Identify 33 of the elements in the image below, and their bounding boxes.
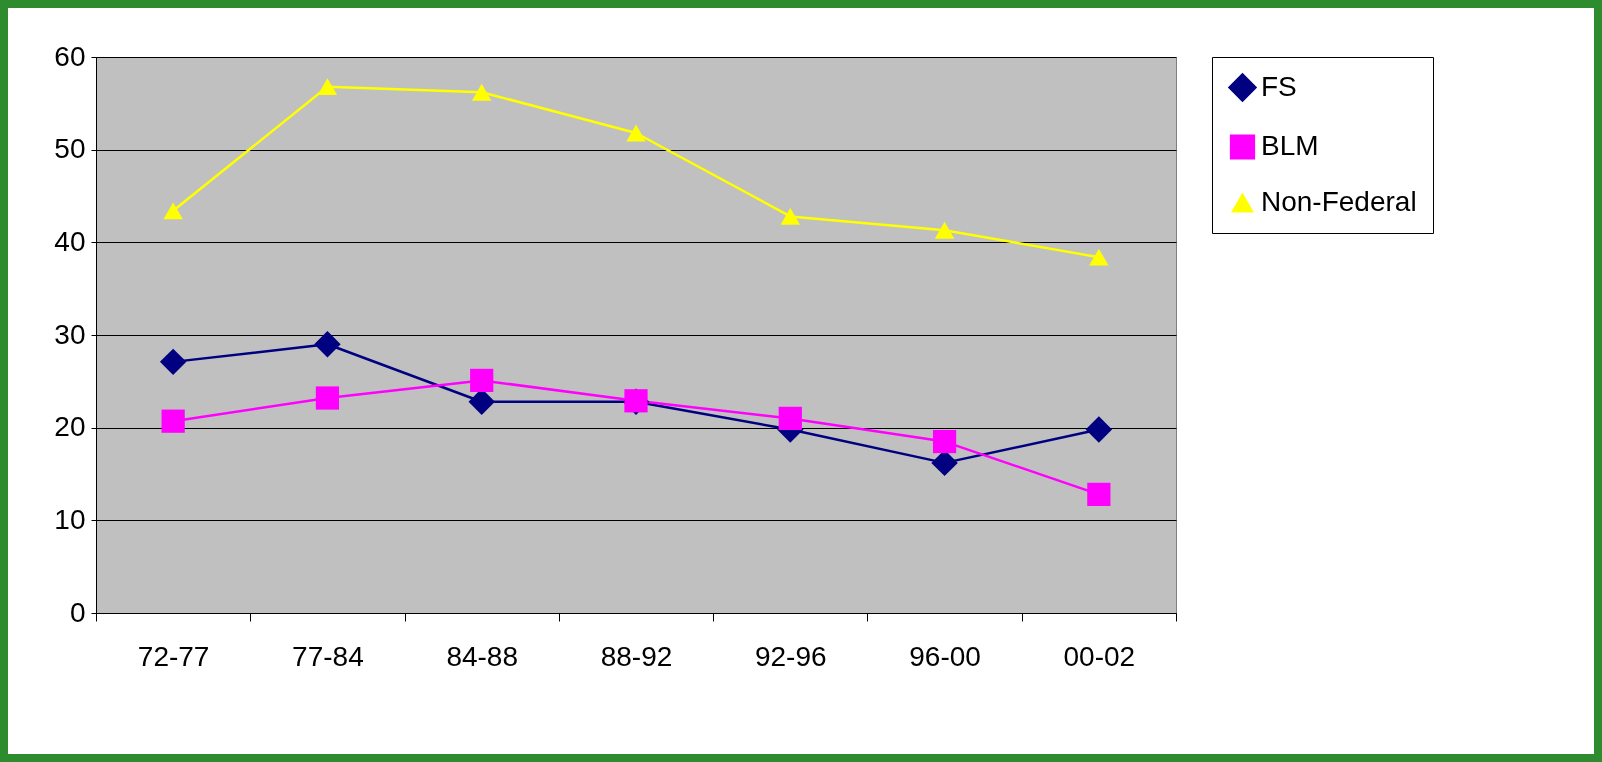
point bbox=[1085, 416, 1113, 443]
x-tick-label: 77-84 bbox=[292, 640, 364, 672]
legend-label: BLM bbox=[1261, 130, 1319, 161]
x-tick-label: 96-00 bbox=[909, 640, 981, 672]
point bbox=[314, 331, 341, 358]
point bbox=[163, 202, 183, 220]
point bbox=[934, 221, 955, 239]
y-tick-label: 20 bbox=[54, 411, 86, 443]
point bbox=[161, 409, 185, 433]
point bbox=[780, 207, 801, 225]
x-tick-label: 00-02 bbox=[1063, 640, 1136, 672]
y-tick-label: 60 bbox=[54, 40, 86, 72]
point bbox=[932, 429, 957, 454]
y-tick-label: 30 bbox=[54, 318, 86, 350]
point bbox=[1087, 482, 1111, 507]
x-tick-label: 72-77 bbox=[137, 640, 210, 672]
point bbox=[470, 368, 494, 393]
x-tick-label: 92-96 bbox=[754, 640, 827, 672]
point bbox=[471, 83, 492, 101]
legend-label: Non-Federal bbox=[1261, 186, 1417, 217]
point bbox=[315, 386, 340, 410]
point bbox=[626, 124, 646, 142]
x-tick-label: 84-88 bbox=[446, 640, 519, 672]
y-tick-label: 50 bbox=[54, 133, 86, 165]
point bbox=[159, 348, 187, 376]
y-tick-label: 10 bbox=[54, 503, 86, 535]
point bbox=[778, 406, 802, 431]
y-tick-label: 40 bbox=[54, 225, 86, 257]
x-tick-label: 88-92 bbox=[600, 640, 673, 672]
point bbox=[317, 78, 338, 96]
point bbox=[1089, 248, 1109, 266]
legend-label: FS bbox=[1261, 70, 1297, 102]
y-tick-label: 0 bbox=[69, 596, 86, 628]
